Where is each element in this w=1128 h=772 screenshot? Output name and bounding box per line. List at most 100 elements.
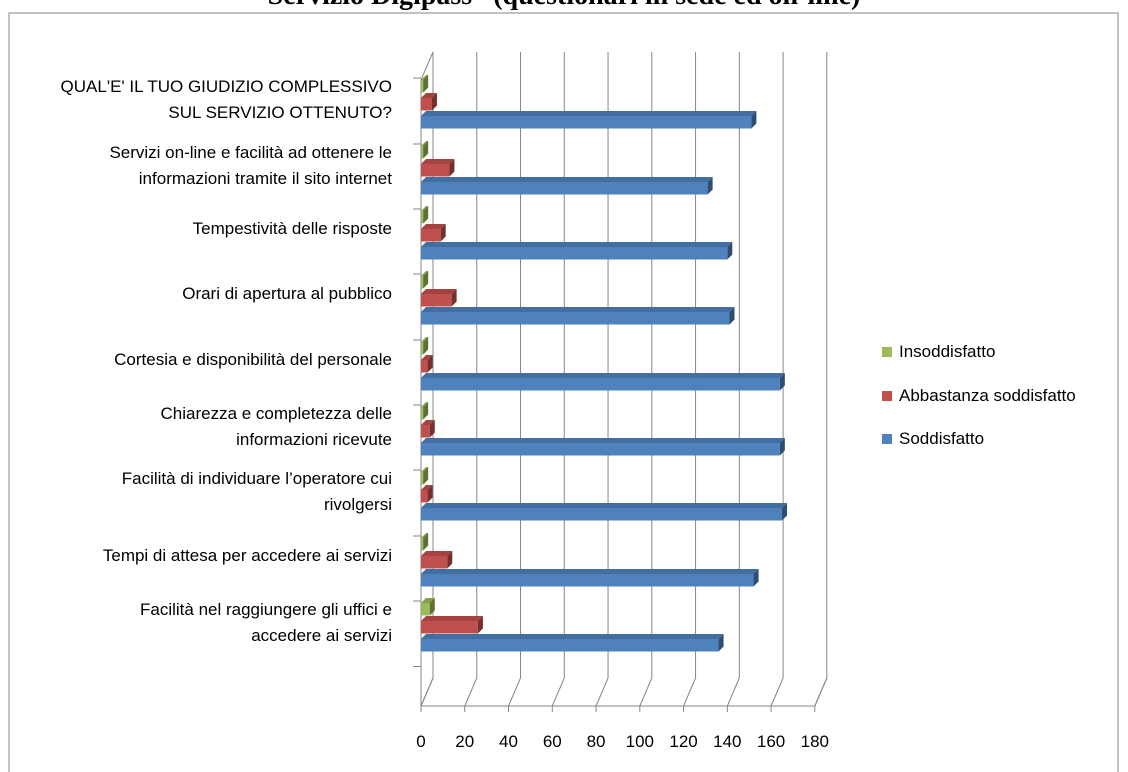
bar-top-face [421, 503, 788, 508]
legend-swatch [882, 347, 892, 357]
bar-side-face [429, 420, 435, 438]
bar-top-face [421, 569, 759, 574]
bar-side-face [753, 569, 759, 587]
bar-top-face [421, 289, 457, 294]
x-tick-label: 100 [626, 732, 654, 751]
bar-insoddisfatto [421, 276, 424, 289]
bar-side-face [423, 141, 429, 159]
x-tick-label: 160 [757, 732, 785, 751]
bar-abbastanza-soddisfatto [421, 556, 448, 569]
bar-side-face [423, 467, 429, 485]
bar-top-face [421, 373, 785, 378]
bar-side-face [782, 503, 788, 521]
bar-side-face [477, 616, 483, 634]
bar-top-face [421, 337, 429, 342]
bar-insoddisfatto [421, 342, 424, 355]
bar-side-face [451, 289, 457, 307]
floor-gridline [595, 677, 609, 707]
bar-side-face [423, 533, 429, 551]
x-tick-label: 180 [801, 732, 829, 751]
bar-top-face [421, 206, 429, 211]
bar-abbastanza-soddisfatto [421, 490, 428, 503]
bar-top-face [421, 141, 429, 146]
bar-soddisfatto [421, 312, 730, 325]
bar-top-face [421, 598, 435, 603]
bar-side-face [449, 159, 455, 177]
category-label: Servizi on-line e facilità ad ottenere l… [109, 143, 392, 188]
x-tick-label: 80 [587, 732, 606, 751]
bar-top-face [421, 224, 446, 229]
bar-top-face [421, 307, 735, 312]
bar-top-face [421, 438, 785, 443]
bar-top-face [421, 634, 724, 639]
bar-side-face [423, 402, 429, 420]
bar-side-face [423, 337, 429, 355]
bar-side-face [423, 75, 429, 93]
category-label: QUAL'E' IL TUO GIUDIZIO COMPLESSIVO SUL S… [61, 77, 392, 122]
bar-side-face [718, 634, 724, 652]
category-labels: QUAL'E' IL TUO GIUDIZIO COMPLESSIVO SUL S… [61, 77, 393, 645]
legend-label: Insoddisfatto [899, 342, 995, 361]
bar-side-face [427, 355, 433, 373]
floor-gridline [770, 677, 784, 707]
bar-top-face [421, 420, 435, 425]
bar-soddisfatto [421, 639, 719, 652]
floor-gridline [551, 677, 565, 707]
gridlines [420, 52, 828, 712]
bar-side-face [431, 93, 437, 111]
bar-soddisfatto [421, 574, 754, 587]
bar-top-face [421, 533, 429, 538]
bar-abbastanza-soddisfatto [421, 360, 428, 373]
bar-insoddisfatto [421, 538, 424, 551]
bar-soddisfatto [421, 378, 780, 391]
floor-gridline [726, 677, 740, 707]
legend: Insoddisfatto Abbastanza soddisfatto Soddi… [882, 342, 1076, 448]
category-label: Facilità di individuare l’operatore cui r… [122, 469, 392, 514]
x-tick-label: 0 [416, 732, 425, 751]
floor-gridline [464, 677, 478, 707]
bar-abbastanza-soddisfatto [421, 229, 441, 242]
bar-abbastanza-soddisfatto [421, 621, 478, 634]
bar-top-face [421, 111, 757, 116]
category-label: Facilità nel raggiungere gli uffici e acc… [140, 600, 392, 645]
floor-gridline [420, 677, 434, 707]
bar-soddisfatto [421, 508, 783, 521]
bar-top-face [421, 355, 433, 360]
floor-gridline [508, 677, 521, 707]
bar-side-face [779, 438, 785, 456]
bar-abbastanza-soddisfatto [421, 294, 452, 307]
bar-insoddisfatto [421, 211, 424, 224]
x-tick-labels: 0 20 40 60 80 100 120 140 160 180 [416, 732, 829, 751]
bar-side-face [427, 485, 433, 503]
bar-side-face [447, 551, 453, 569]
bar-side-face [423, 271, 429, 289]
category-label: Chiarezza e completezza delle informazion… [160, 404, 392, 449]
bar-side-face [440, 224, 446, 242]
x-tick-label: 20 [455, 732, 474, 751]
legend-label: Soddisfatto [899, 429, 984, 448]
bar-insoddisfatto [421, 80, 424, 93]
category-label: Cortesia e disponibilità del personale [114, 350, 392, 369]
bar-side-face [779, 373, 785, 391]
legend-label: Abbastanza soddisfatto [899, 386, 1076, 405]
bar-side-face [707, 177, 713, 195]
category-label: Tempi di attesa per accedere ai servizi [103, 546, 392, 565]
x-tick-label: 120 [669, 732, 697, 751]
bar-top-face [421, 177, 713, 182]
bar-insoddisfatto [421, 146, 424, 159]
bar-top-face [421, 551, 453, 556]
bar-abbastanza-soddisfatto [421, 425, 430, 438]
bar-soddisfatto [421, 247, 728, 260]
category-label: Orari di apertura al pubblico [182, 284, 392, 303]
floor-gridline [639, 677, 653, 707]
floor-gridline [683, 677, 697, 707]
bar-side-face [727, 242, 733, 260]
bar-top-face [421, 616, 483, 621]
bar-side-face [729, 307, 735, 325]
bar-top-face [421, 402, 429, 407]
bar-abbastanza-soddisfatto [421, 164, 450, 177]
bar-top-face [421, 75, 429, 80]
bar-soddisfatto [421, 116, 752, 129]
